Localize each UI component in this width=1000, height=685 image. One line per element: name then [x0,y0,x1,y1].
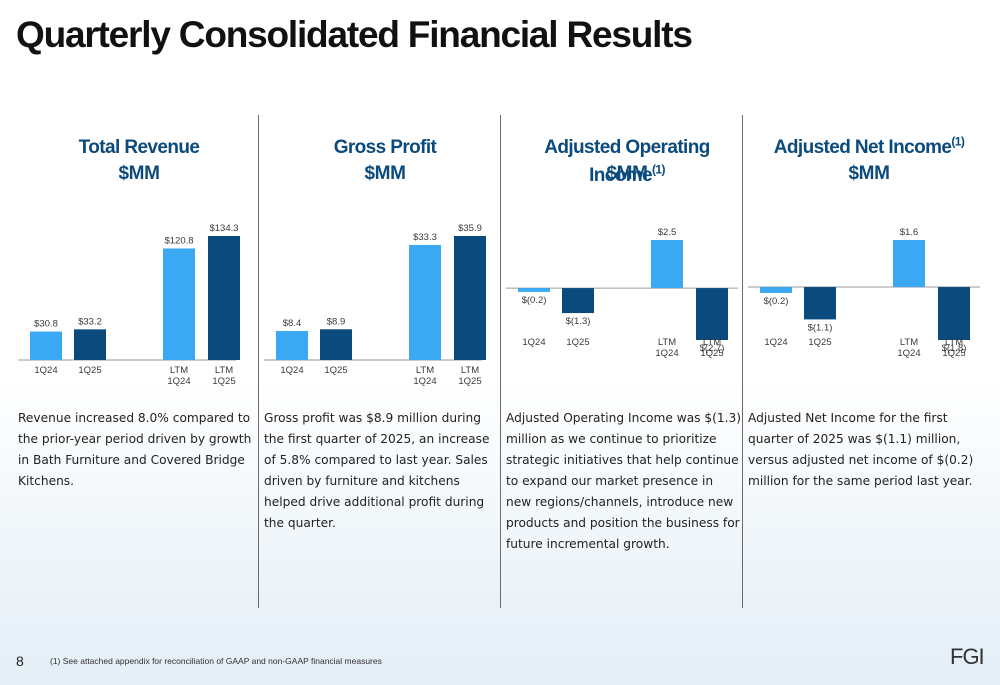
category-label: 1Q24 [764,337,787,348]
page-number: 8 [16,653,24,669]
bar [208,236,240,360]
page-title: Quarterly Consolidated Financial Results [16,14,693,55]
data-label: $(1.8) [942,343,967,354]
data-label: $8.9 [327,316,346,327]
adjusted-net-income-panel: Adjusted Net Income(1) $MM $(0.2) $(1.1) $… [748,130,990,600]
bar [804,287,836,320]
category-label: 1Q25 [566,337,589,348]
gross-profit-panel: Gross Profit $MM $8.4 $8.9 $33.3 $35.9 1Q24 1… [264,130,506,600]
panel-description: Adjusted Operating Income was $(1.3) mil… [506,411,742,551]
bar [30,331,62,360]
data-label: $33.2 [78,316,102,327]
adjusted-operating-income-panel: Adjusted Operating Income(1) $MM $(0.2) $… [506,130,748,600]
data-label: $(2.7) [700,343,725,354]
total-revenue-panel: Total Revenue $MM $30.8 $33.2 $120.8 $134.3… [18,130,260,600]
bar [938,287,970,340]
bar [760,287,792,293]
bar [409,244,441,360]
bar [893,240,925,288]
panel-unit: $MM [606,163,648,184]
category-label: LTM 1Q25 [458,365,481,387]
adjusted-operating-income-chart: $(0.2) $(1.3) $2.5 $(2.7) 1Q24 1Q25 LTM 1Q24 LTM… [506,227,738,359]
category-label: LTM 1Q24 [167,365,190,387]
panel-divider [258,115,259,608]
category-label: LTM 1Q24 [655,337,678,359]
data-label: $(0.2) [522,295,547,306]
data-label: $(0.2) [764,296,789,307]
panel-description: Adjusted Net Income for the first quarte… [748,411,974,488]
data-label: $35.9 [458,223,482,234]
bar [651,240,683,289]
panel-description: Revenue increased 8.0% compared to the p… [18,411,252,488]
category-label: 1Q24 [34,365,57,376]
data-label: $8.4 [283,318,302,329]
category-label: LTM 1Q25 [212,365,235,387]
panel-divider [742,115,743,608]
category-label: LTM 1Q25 [700,337,723,359]
data-label: $134.3 [209,223,238,234]
bar [562,288,594,314]
category-label: LTM 1Q24 [897,337,920,359]
data-label: $33.3 [413,232,437,243]
panel-title: Total Revenue [78,137,200,158]
panel-title: Adjusted Net Income(1) [773,134,965,158]
panel-divider [500,115,501,608]
data-label: $1.6 [900,227,919,238]
adjusted-net-income-chart: $(0.2) $(1.1) $1.6 $(1.8) 1Q24 1Q25 LTM 1Q24 LTM… [748,227,980,359]
data-label: $120.8 [164,235,193,246]
category-label: LTM 1Q24 [413,365,436,387]
total-revenue-chart: $30.8 $33.2 $120.8 $134.3 1Q24 1Q25 LTM 1Q24 LTM… [18,223,240,387]
footnote-mark: (1) [652,162,665,177]
panel-title: Adjusted Operating Income(1) [544,137,710,186]
bar [320,329,352,360]
data-label: $(1.1) [808,322,833,333]
bar [276,330,308,360]
company-logo: FGI [950,644,985,669]
data-label: $(1.3) [566,316,591,327]
footnote-mark: (1) [951,134,965,149]
bar [696,288,728,340]
panel-description: Gross profit was $8.9 million during the… [264,411,490,530]
data-label: $2.5 [658,227,677,238]
category-label: 1Q25 [78,365,101,376]
bar [518,288,550,292]
bar [74,329,106,360]
gross-profit-chart: $8.4 $8.9 $33.3 $35.9 1Q24 1Q25 LTM 1Q24 LTM 1Q25 [264,223,486,387]
data-label: $30.8 [34,319,58,330]
footnote: (1) See attached appendix for reconcilia… [50,656,382,666]
category-label: 1Q25 [324,365,347,376]
category-label: 1Q24 [522,337,545,348]
category-label: 1Q25 [808,337,831,348]
panel-unit: $MM [848,163,890,184]
category-label: LTM 1Q25 [942,337,965,359]
panel-title: Gross Profit [333,137,437,158]
bar [454,236,486,360]
panel-unit: $MM [364,163,406,184]
category-label: 1Q24 [280,365,303,376]
bar [163,248,195,360]
panel-unit: $MM [118,163,160,184]
